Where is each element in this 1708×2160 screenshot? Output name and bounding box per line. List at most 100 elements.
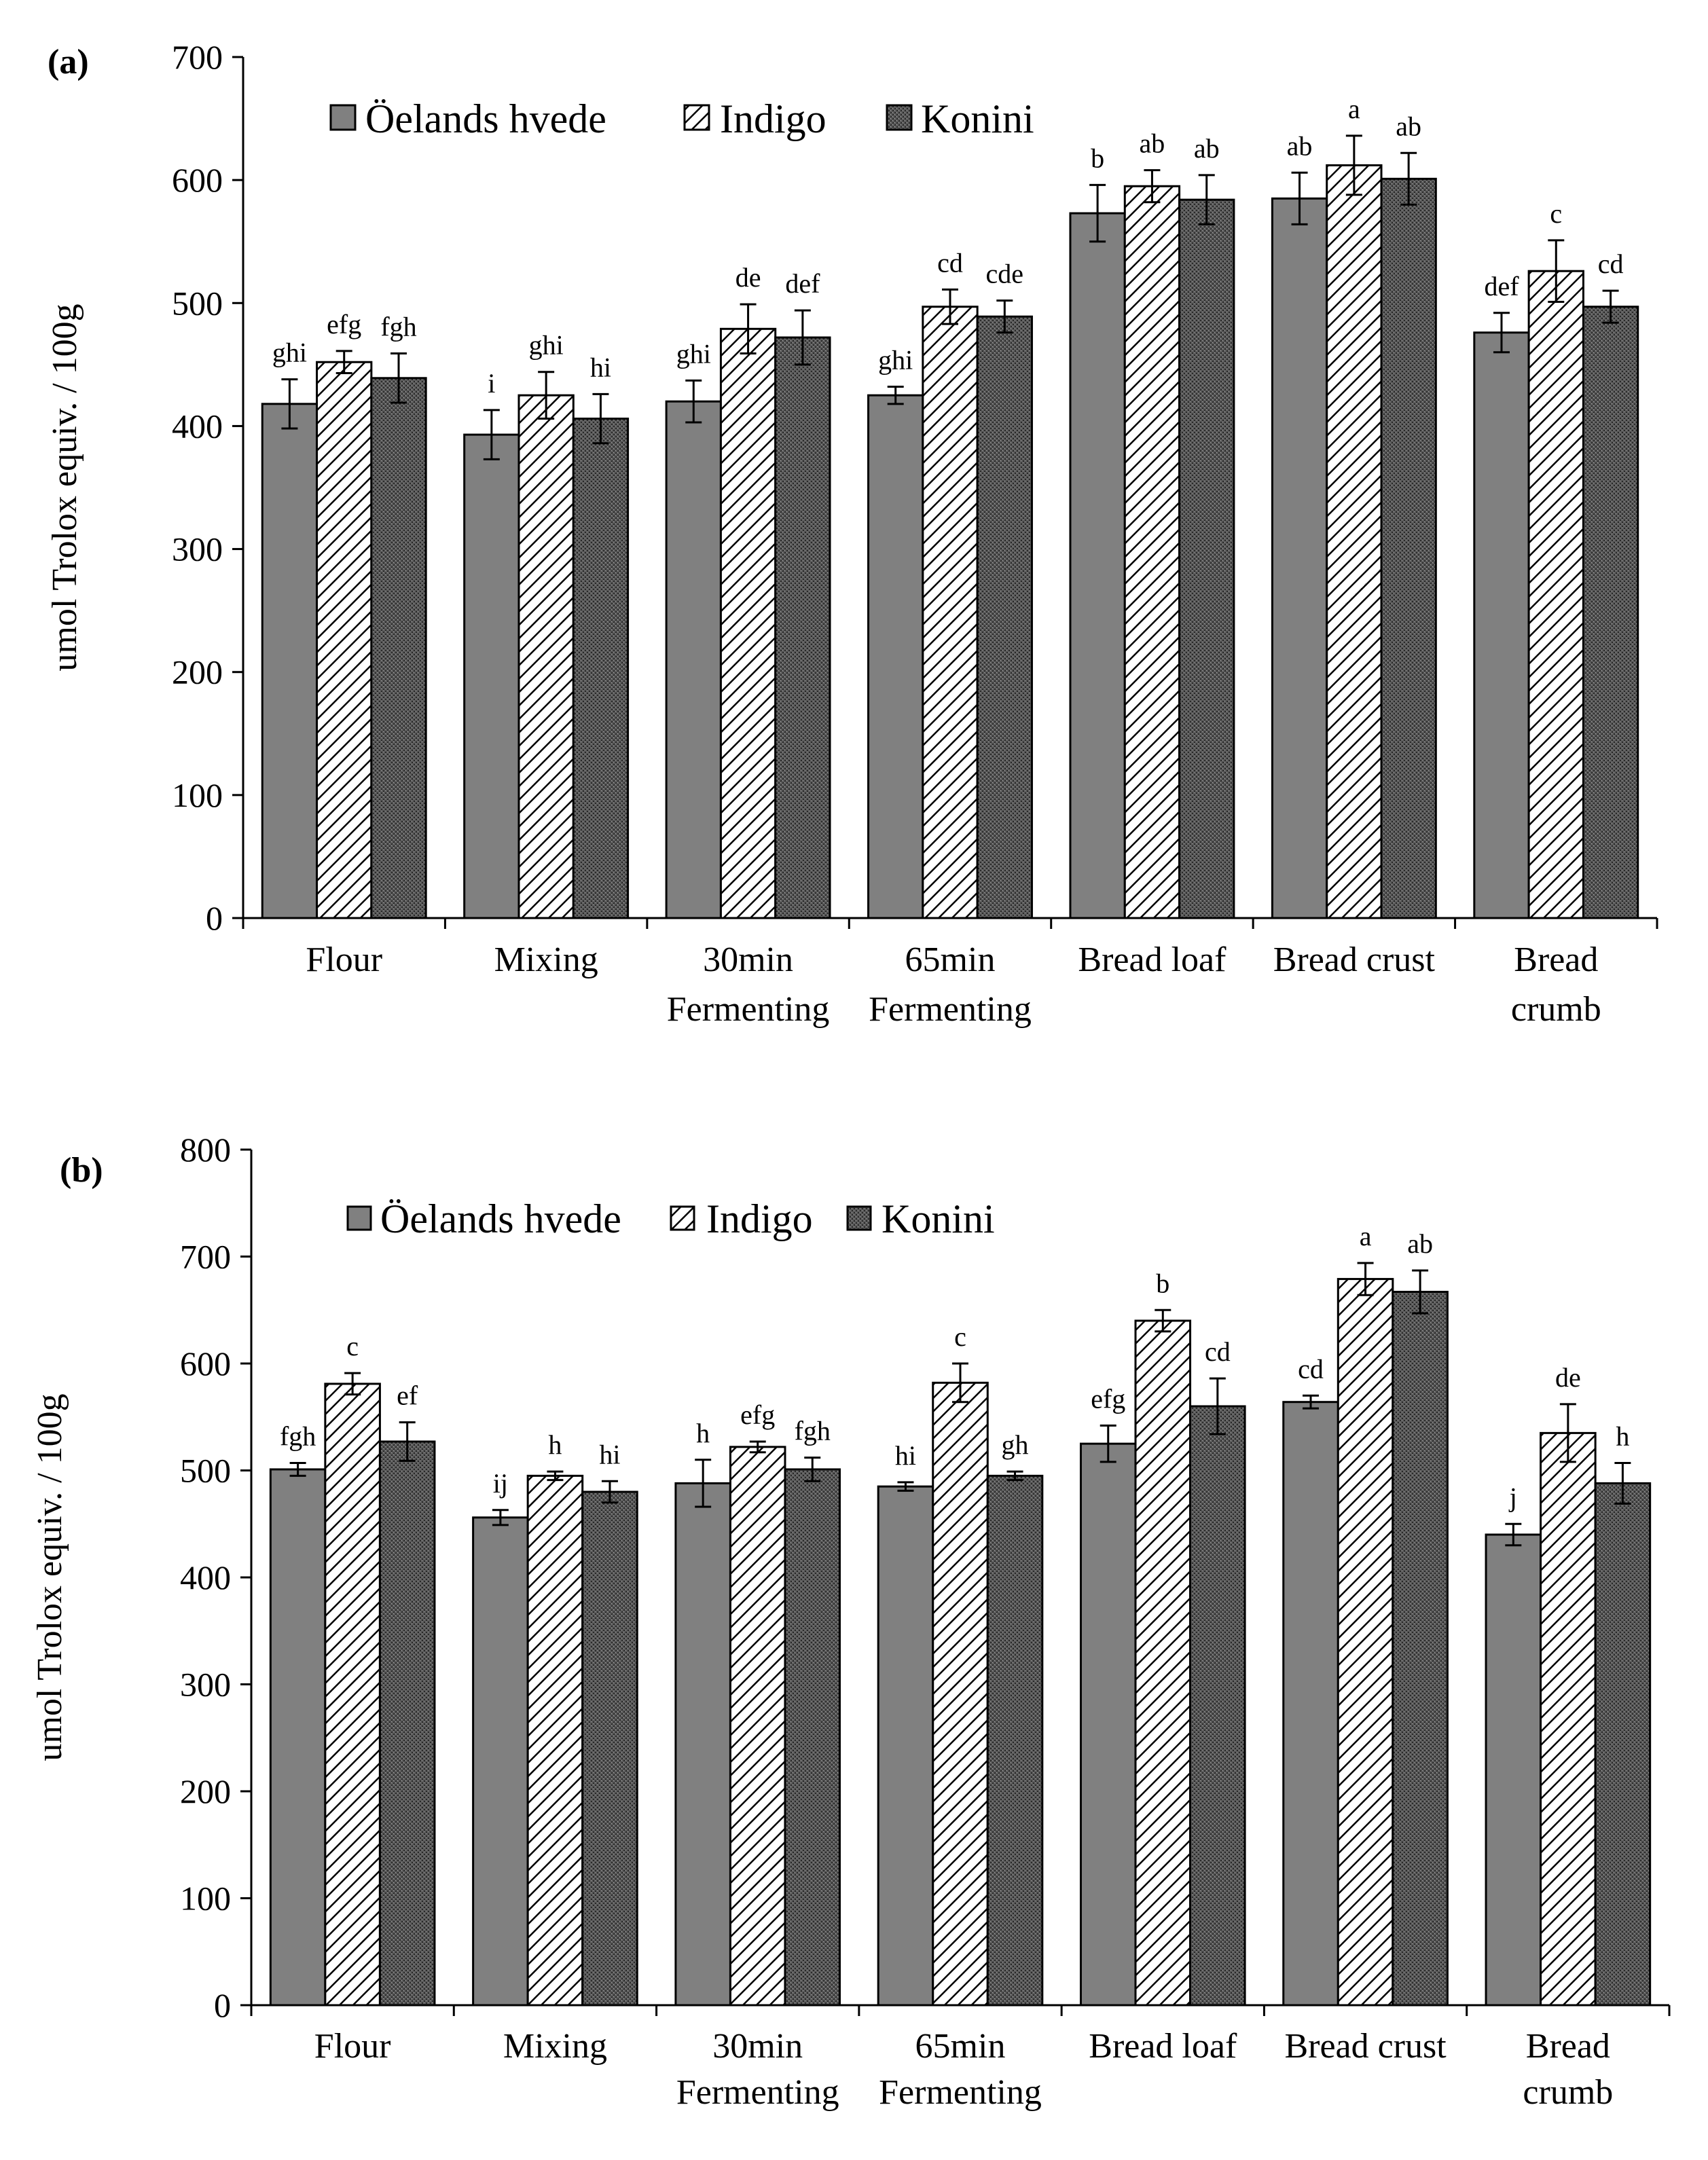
y-tick-label: 400 xyxy=(172,407,223,445)
bar xyxy=(261,403,319,919)
bar xyxy=(1069,212,1126,919)
bar xyxy=(1189,1405,1246,2007)
significance-label: c xyxy=(346,1331,359,1361)
x-category-label: Fermenting xyxy=(879,2073,1042,2112)
significance-label: cd xyxy=(937,247,963,278)
y-tick-label: 600 xyxy=(180,1344,231,1383)
significance-label: ab xyxy=(1194,133,1220,164)
x-category-label: Bread crust xyxy=(1273,940,1436,979)
y-tick-label: 500 xyxy=(172,284,223,322)
significance-label: cd xyxy=(1298,1353,1324,1384)
y-tick-label: 0 xyxy=(214,1986,231,2024)
bar xyxy=(472,1516,529,2007)
y-tick-label: 300 xyxy=(172,530,223,568)
significance-label: efg xyxy=(327,309,361,340)
significance-label: ghi xyxy=(676,338,711,369)
significance-label: j xyxy=(1508,1482,1517,1512)
bar xyxy=(1079,1442,1137,2007)
bar xyxy=(1540,1431,1597,2007)
bar xyxy=(316,361,373,919)
bar xyxy=(1473,331,1530,919)
y-tick-label: 500 xyxy=(180,1452,231,1490)
bar xyxy=(572,418,630,919)
bar xyxy=(986,1474,1044,2007)
bar xyxy=(581,1490,638,2007)
bar xyxy=(976,315,1033,919)
bar xyxy=(1392,1290,1449,2007)
significance-label: a xyxy=(1360,1221,1372,1251)
significance-label: ef xyxy=(397,1380,418,1411)
y-tick-label: 700 xyxy=(180,1238,231,1276)
y-tick-label: 200 xyxy=(172,653,223,691)
bar xyxy=(1380,177,1437,919)
bar-chart-a: (a) umol Trolox equiv. / 100g 0 100 200 300 40… xyxy=(46,38,1658,1029)
panel-label: (b) xyxy=(60,1151,103,1190)
x-category-label: 65min xyxy=(915,2027,1006,2066)
legend-entry: Indigo xyxy=(706,1196,813,1241)
legend-entry: Konini xyxy=(921,96,1034,141)
significance-label: fgh xyxy=(280,1421,316,1451)
bar xyxy=(517,394,575,919)
legend-entry: Indigo xyxy=(720,96,826,141)
significance-label: b xyxy=(1156,1268,1169,1298)
panel-label: (a) xyxy=(48,43,89,81)
x-category-label: Bread xyxy=(1526,2027,1610,2066)
legend-swatch xyxy=(670,1205,695,1231)
significance-label: ij xyxy=(493,1468,508,1499)
bar xyxy=(784,1468,841,2007)
x-category-label: Bread loaf xyxy=(1078,940,1227,979)
y-tick-label: 300 xyxy=(180,1666,231,1704)
bar xyxy=(1582,306,1639,919)
significance-label: gh xyxy=(1002,1429,1029,1460)
bar xyxy=(719,327,777,919)
chart-panel-a: (a) umol Trolox equiv. / 100g 0 100 200 300 40… xyxy=(46,38,1658,1029)
y-tick-label: 800 xyxy=(180,1131,231,1169)
chart-panel-b: (b) umol Trolox equiv. / 100g 0 100 200 300 40… xyxy=(0,1080,1708,2160)
y-tick-label: 700 xyxy=(172,38,223,76)
x-category-label: crumb xyxy=(1523,2073,1613,2112)
bar xyxy=(526,1474,584,2007)
x-category-label: Mixing xyxy=(503,2027,607,2066)
significance-label: cde xyxy=(986,259,1024,289)
x-category-label: Bread loaf xyxy=(1089,2027,1237,2066)
significance-label: fgh xyxy=(380,312,416,342)
y-tick-label: 200 xyxy=(180,1772,231,1810)
significance-label: ab xyxy=(1396,111,1421,141)
bar xyxy=(1134,1319,1192,2007)
significance-label: cd xyxy=(1598,249,1624,279)
significance-label: c xyxy=(954,1321,966,1352)
legend-swatch xyxy=(846,1205,872,1231)
significance-label: cd xyxy=(1205,1336,1231,1367)
x-category-label: 30min xyxy=(703,940,793,979)
y-axis-label: umol Trolox equiv. / 100g xyxy=(31,1393,69,1761)
bar xyxy=(1271,197,1328,919)
significance-label: hi xyxy=(895,1440,916,1471)
significance-label: h xyxy=(548,1429,562,1460)
bar xyxy=(324,1383,381,2007)
x-category-label: Fermenting xyxy=(869,990,1032,1029)
significance-label: i xyxy=(488,368,495,399)
significance-label: def xyxy=(785,268,820,299)
bar xyxy=(269,1468,327,2007)
bar xyxy=(877,1485,934,2007)
legend-entry: Öelands hvede xyxy=(365,96,606,141)
bar xyxy=(922,306,979,919)
y-tick-label: 600 xyxy=(172,161,223,199)
x-category-label: 30min xyxy=(712,2027,803,2066)
bar xyxy=(1527,270,1584,919)
bar xyxy=(665,400,722,919)
bar xyxy=(378,1440,436,2007)
y-tick-label: 100 xyxy=(172,776,223,814)
significance-label: efg xyxy=(1091,1383,1125,1414)
significance-label: def xyxy=(1484,271,1519,301)
bar xyxy=(1337,1278,1394,2007)
significance-label: ghi xyxy=(529,330,564,361)
bar xyxy=(932,1381,989,2007)
significance-label: de xyxy=(735,262,761,293)
bar xyxy=(1123,185,1181,919)
significance-label: hi xyxy=(599,1439,620,1469)
bar xyxy=(463,433,520,919)
significance-label: fgh xyxy=(795,1416,831,1446)
significance-label: b xyxy=(1091,143,1104,173)
significance-label: ghi xyxy=(272,337,307,368)
